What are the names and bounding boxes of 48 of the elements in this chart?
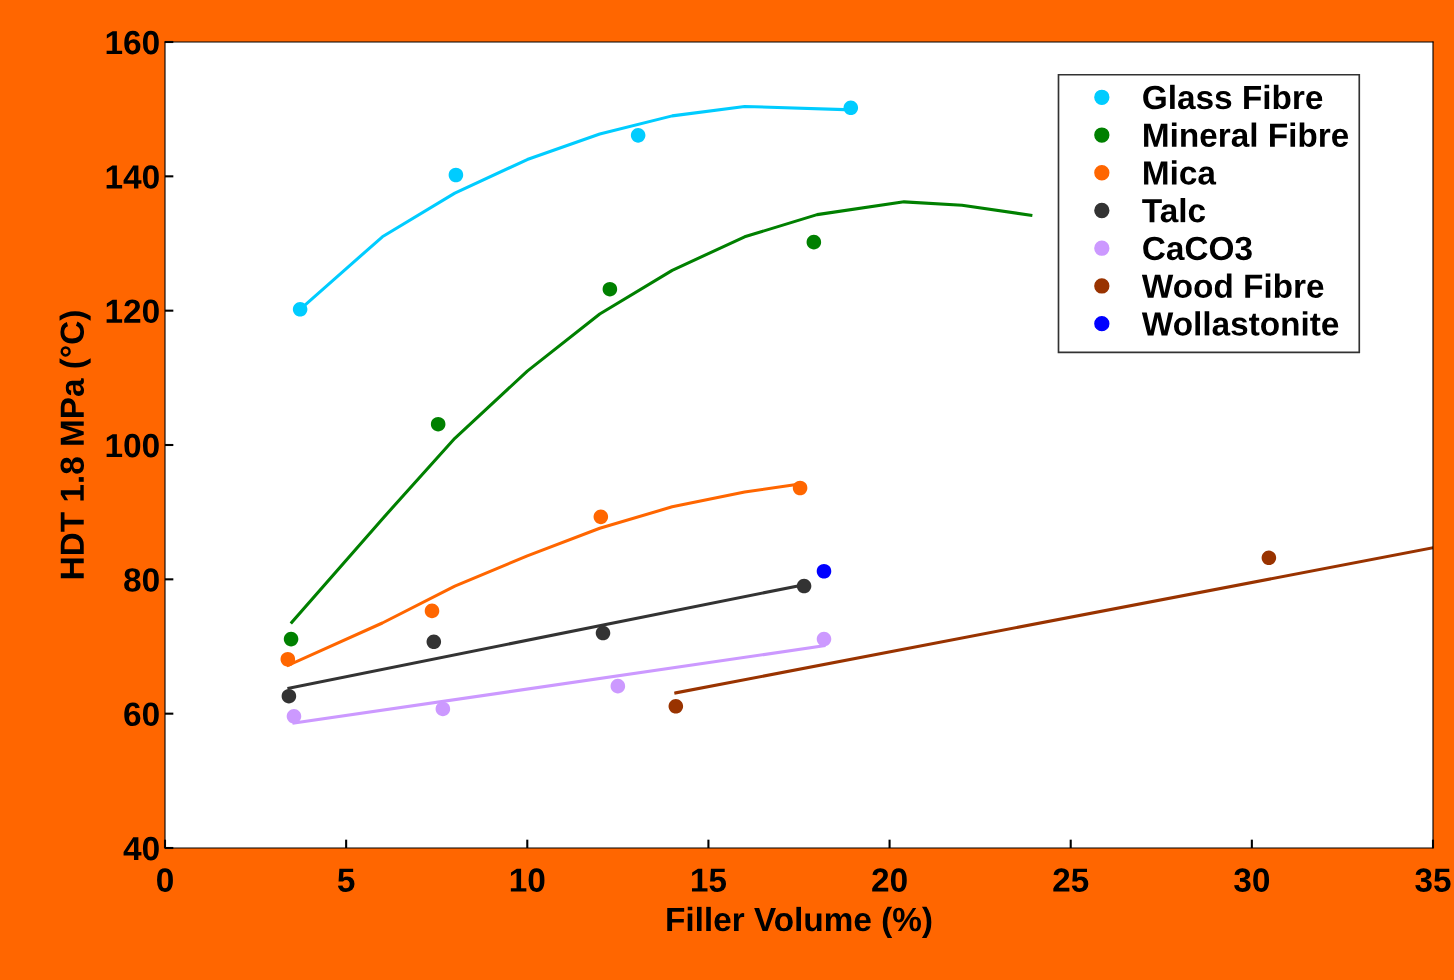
legend-label: Mineral Fibre (1144, 122, 1349, 148)
point (602, 281, 618, 297)
point (281, 688, 297, 704)
point (424, 603, 440, 619)
point (1261, 550, 1277, 566)
legend-label: Talc (1142, 198, 1206, 223)
x-tick-label: 30 (1234, 868, 1270, 892)
legend-label: CaCO3 (1143, 236, 1252, 261)
y-tick-label: 80 (124, 568, 159, 592)
y-tick-label: 160 (106, 30, 159, 55)
x-tick-label: 35 (1415, 868, 1451, 892)
point (426, 634, 442, 650)
x-tick-label: 25 (1053, 868, 1089, 892)
point (610, 678, 626, 694)
point (448, 167, 464, 183)
y-tick-label: 100 (106, 433, 159, 458)
point (292, 302, 308, 317)
point (806, 234, 822, 250)
y-tick-label: 140 (106, 165, 159, 189)
point (593, 509, 609, 525)
point (435, 701, 451, 717)
x-tick-label: 0 (157, 868, 173, 892)
point (668, 698, 684, 714)
x-tick-label: 15 (691, 868, 727, 892)
y-tick-label: 120 (106, 299, 159, 324)
legend-label: Mica (1144, 160, 1217, 185)
point (283, 631, 299, 647)
x-axis-title: Filler Volume (%) (667, 906, 932, 938)
legend-label: Glass Fibre (1143, 84, 1323, 110)
point (280, 651, 296, 667)
point (792, 480, 808, 496)
point (843, 100, 859, 116)
legend-label: Wollastonite (1141, 311, 1339, 336)
point (286, 709, 302, 724)
y-axis-title: HDT 1.8 MPa (°C) (59, 311, 91, 579)
point (595, 625, 611, 641)
point (816, 631, 832, 647)
x-tick-label: 20 (872, 868, 907, 892)
y-tick-label: 60 (124, 702, 159, 727)
x-tick-label: 10 (510, 868, 545, 892)
point (796, 578, 812, 594)
point (816, 563, 832, 579)
point (630, 128, 646, 143)
line-series (290, 200, 1033, 624)
x-tick-label: 5 (337, 868, 355, 892)
legend-label: Wood Fibre (1141, 273, 1324, 298)
point (430, 416, 446, 432)
y-tick-label: 40 (123, 836, 159, 861)
